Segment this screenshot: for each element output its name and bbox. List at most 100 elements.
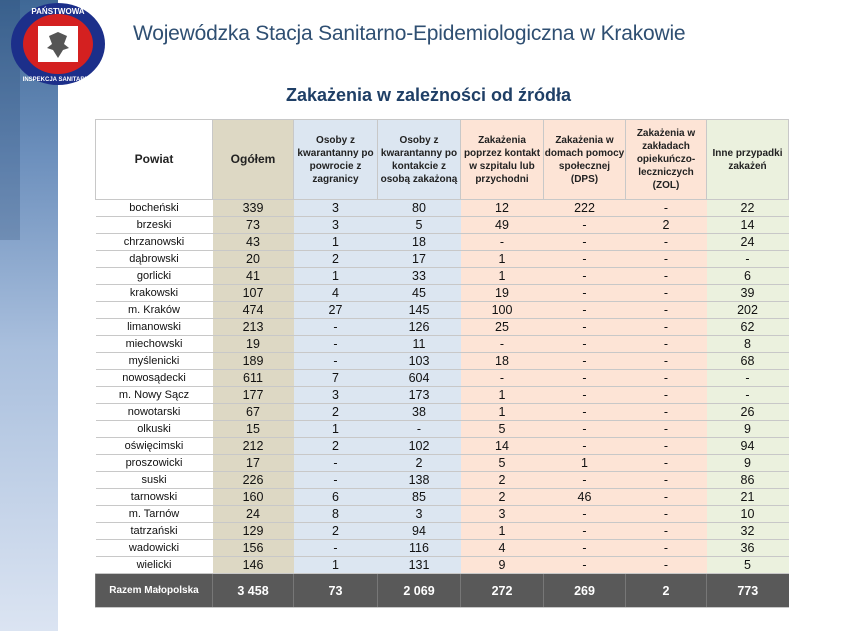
cell-value: -	[543, 318, 626, 336]
column-header: Zakażenia w zakładach opiekuńczo-lecznic…	[625, 119, 707, 200]
powiat-name: nowosądecki	[95, 369, 213, 387]
cell-value: -	[625, 267, 707, 285]
cell-value: 17	[377, 250, 461, 268]
table-row: limanowski 213-126 25- -62	[95, 318, 789, 336]
cell-value: 62	[706, 318, 789, 336]
table-row: tarnowski 160 6 85 2 46-21	[95, 488, 789, 506]
cell-value: 8	[293, 505, 378, 523]
cell-value: -	[543, 556, 626, 574]
cell-value: 73	[212, 216, 294, 234]
table-row: m. Tarnów 24 8 3 3- -10	[95, 505, 789, 523]
powiat-name: olkuski	[95, 420, 213, 438]
table-row: oświęcimski 212 2 102 14- -94	[95, 437, 789, 455]
cell-value: -	[625, 505, 707, 523]
organization-name: Wojewódzka Stacja Sanitarno-Epidemiologi…	[133, 22, 686, 45]
cell-value: -	[543, 233, 626, 251]
powiat-name: gorlicki	[95, 267, 213, 285]
decorative-side-strip	[0, 0, 58, 631]
cell-value: 80	[377, 199, 461, 217]
total-label: Razem Małopolska	[95, 573, 213, 608]
cell-value: -	[625, 335, 707, 353]
cell-value: 126	[377, 318, 461, 336]
cell-value: 94	[377, 522, 461, 540]
cell-value: 173	[377, 386, 461, 404]
cell-value: 160	[212, 488, 294, 506]
cell-value: -	[543, 471, 626, 489]
cell-value: 19	[460, 284, 544, 302]
cell-value: -	[706, 250, 789, 268]
table-row: tatrzański 129 2 94 1- -32	[95, 522, 789, 540]
cell-value: -	[543, 335, 626, 353]
cell-value: 2	[293, 250, 378, 268]
powiat-name: nowotarski	[95, 403, 213, 421]
cell-value: 189	[212, 352, 294, 370]
cell-value: -	[625, 386, 707, 404]
cell-value: 116	[377, 539, 461, 557]
cell-value: -	[460, 335, 544, 353]
total-value: 2	[625, 573, 707, 608]
cell-value: 604	[377, 369, 461, 387]
cell-value: -	[377, 420, 461, 438]
powiat-name: wielicki	[95, 556, 213, 574]
table-row: olkuski 15 1-5- -9	[95, 420, 789, 438]
cell-value: 25	[460, 318, 544, 336]
column-header: Powiat	[95, 119, 213, 200]
cell-value: -	[543, 284, 626, 302]
cell-value: 9	[460, 556, 544, 574]
cell-value: -	[293, 335, 378, 353]
cell-value: -	[625, 437, 707, 455]
total-value: 3 458	[212, 573, 294, 608]
cell-value: 146	[212, 556, 294, 574]
cell-value: 14	[460, 437, 544, 455]
cell-value: 67	[212, 403, 294, 421]
cell-value: 1	[293, 556, 378, 574]
powiat-name: suski	[95, 471, 213, 489]
cell-value: -	[543, 403, 626, 421]
cell-value: 474	[212, 301, 294, 319]
cell-value: -	[543, 352, 626, 370]
cell-value: 226	[212, 471, 294, 489]
cell-value: 6	[706, 267, 789, 285]
cell-value: -	[293, 471, 378, 489]
cell-value: 8	[706, 335, 789, 353]
cell-value: -	[625, 301, 707, 319]
cell-value: -	[625, 233, 707, 251]
cell-value: 3	[377, 505, 461, 523]
cell-value: 32	[706, 522, 789, 540]
cell-value: 156	[212, 539, 294, 557]
cell-value: 2	[293, 437, 378, 455]
cell-value: 18	[460, 352, 544, 370]
cell-value: -	[543, 301, 626, 319]
cell-value: 1	[543, 454, 626, 472]
cell-value: 6	[293, 488, 378, 506]
cell-value: -	[625, 318, 707, 336]
svg-text:INSPEKCJA SANITARNA: INSPEKCJA SANITARNA	[23, 77, 94, 83]
cell-value: -	[543, 267, 626, 285]
cell-value: 26	[706, 403, 789, 421]
cell-value: 11	[377, 335, 461, 353]
cell-value: 1	[460, 250, 544, 268]
total-row: Razem Małopolska 3 458 73 2 069 272 269 2 773	[95, 573, 789, 608]
cell-value: 107	[212, 284, 294, 302]
cell-value: 212	[212, 437, 294, 455]
powiat-name: chrzanowski	[95, 233, 213, 251]
cell-value: -	[543, 420, 626, 438]
cell-value: -	[625, 522, 707, 540]
cell-value: 41	[212, 267, 294, 285]
cell-value: -	[543, 386, 626, 404]
cell-value: -	[625, 420, 707, 438]
cell-value: -	[460, 233, 544, 251]
page-title: Zakażenia w zależności od źródła	[285, 85, 572, 105]
cell-value: -	[543, 437, 626, 455]
cell-value: 20	[212, 250, 294, 268]
cell-value: 102	[377, 437, 461, 455]
cell-value: 2	[377, 454, 461, 472]
table-row: myślenicki 189-103 18- -68	[95, 352, 789, 370]
powiat-name: brzeski	[95, 216, 213, 234]
cell-value: 43	[212, 233, 294, 251]
powiat-name: tatrzański	[95, 522, 213, 540]
column-header: Zakażenia poprzez kontakt w szpitalu lub…	[460, 119, 544, 200]
cell-value: 36	[706, 539, 789, 557]
powiat-name: oświęcimski	[95, 437, 213, 455]
cell-value: 1	[293, 267, 378, 285]
